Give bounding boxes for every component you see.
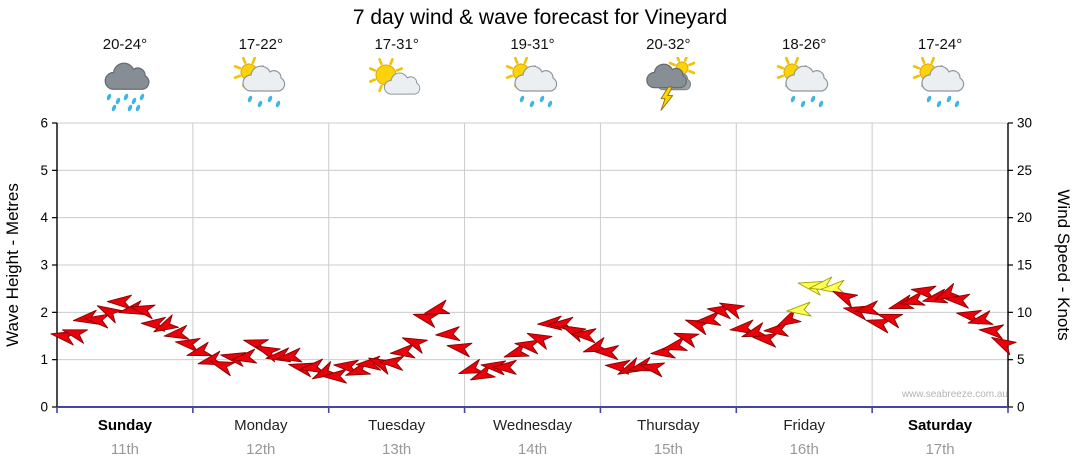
wind-arrow [209, 360, 236, 377]
day-temp-range: 20-24° [102, 36, 148, 53]
wind-arrow [402, 337, 428, 354]
day-temp-range: 19-31° [510, 36, 555, 53]
wind-arrow [967, 310, 994, 325]
day-temp-range: 20-32° [646, 36, 691, 53]
left-axis-tick-label: 5 [40, 163, 48, 178]
sun-cloud-icon [368, 57, 425, 113]
left-axis-tick-label: 0 [40, 400, 48, 415]
wind-arrow [910, 285, 937, 301]
wind-arrow [378, 355, 404, 371]
wind-arrow [299, 358, 326, 374]
wind-arrow [254, 345, 281, 363]
left-axis-tick-label: 3 [40, 258, 48, 273]
day-date: 14th [517, 441, 548, 458]
day-date: 12th [246, 441, 276, 458]
wind-arrow [695, 311, 722, 326]
day-date: 15th [653, 441, 683, 458]
day-name: Saturday [907, 417, 973, 434]
wind-arrow [854, 300, 880, 316]
wind-arrow [174, 337, 201, 353]
wind-arrow [877, 313, 904, 329]
wind-arrow [978, 324, 1005, 340]
wind-arrow [752, 332, 778, 348]
right-axis-tick-label: 5 [1017, 352, 1025, 367]
day-name: Wednesday [493, 417, 572, 434]
wind-arrow [231, 348, 258, 364]
wind-arrow [435, 326, 461, 342]
watermark: www.seabreeze.com.au [901, 389, 1008, 400]
day-date: 11th [110, 441, 139, 458]
wind-arrow [186, 341, 213, 357]
wind-arrow [321, 368, 347, 384]
day-temp-range: 18-26° [782, 36, 827, 53]
wind-arrow [276, 347, 303, 363]
wind-arrow [776, 308, 802, 328]
wind-arrow [832, 290, 859, 309]
day-date: 17th [925, 441, 955, 458]
right-axis-tick-label: 15 [1017, 258, 1032, 273]
wind-arrow [491, 359, 517, 375]
rain-icon [97, 57, 153, 113]
wind-arrow [62, 329, 88, 344]
sun-cloud-rain-icon [505, 56, 561, 113]
day-temp-range: 17-24° [917, 36, 963, 53]
day-temp-range: 17-31° [374, 36, 419, 53]
wind-arrow [153, 314, 179, 333]
day-name: Sunday [97, 417, 153, 434]
wind-arrow [673, 332, 700, 348]
wind-arrow [106, 294, 132, 310]
wind-arrow [899, 291, 926, 306]
wind-arrow [514, 339, 541, 355]
wind-arrow [458, 358, 485, 374]
day-name: Friday [783, 417, 826, 434]
left-axis-tick-label: 4 [40, 210, 48, 225]
wind-arrow [424, 299, 451, 315]
wind-arrow [129, 304, 156, 320]
sun-cloud-rain-icon [912, 56, 968, 113]
chart-title: 7 day wind & wave forecast for Vineyard [352, 6, 728, 29]
wind-arrow [582, 337, 609, 353]
left-axis-tick-label: 2 [40, 305, 48, 320]
right-axis-tick-label: 30 [1017, 116, 1032, 131]
thunderstorm-icon [640, 54, 696, 113]
day-temp-range: 17-22° [238, 36, 283, 53]
wind-arrow [470, 363, 496, 381]
right-axis-tick-label: 25 [1017, 163, 1032, 178]
day-date: 16th [789, 441, 819, 458]
wind-arrow [84, 313, 110, 329]
wind-arrow-highlight [786, 301, 812, 317]
wind-arrow [412, 313, 439, 328]
day-date: 13th [382, 441, 412, 458]
left-axis-tick-label: 6 [40, 116, 48, 131]
wind-arrow [865, 318, 892, 334]
wind-arrow [570, 328, 597, 344]
wind-arrow [389, 343, 416, 359]
right-axis-tick-label: 20 [1017, 210, 1032, 225]
day-name: Thursday [637, 417, 700, 434]
wind-arrow [96, 305, 123, 324]
wind-arrow [661, 336, 688, 351]
wind-arrow [719, 302, 745, 320]
wind-arrow [991, 337, 1017, 356]
left-axis-tick-label: 1 [40, 352, 48, 367]
wind-arrow [639, 362, 666, 378]
wind-arrow [593, 345, 619, 361]
right-axis-tick-label: 10 [1017, 305, 1032, 320]
wind-arrow [729, 319, 756, 335]
wind-arrow [684, 319, 711, 336]
sun-cloud-rain-icon [233, 56, 289, 113]
day-name: Tuesday [368, 417, 426, 434]
wind-arrow [944, 293, 971, 309]
right-axis-tick-label: 0 [1017, 400, 1025, 415]
wind-arrow [446, 342, 473, 358]
wind-arrow [163, 324, 190, 340]
day-name: Monday [234, 417, 288, 434]
wind-arrow [526, 332, 553, 350]
sun-cloud-rain-icon [776, 56, 832, 113]
